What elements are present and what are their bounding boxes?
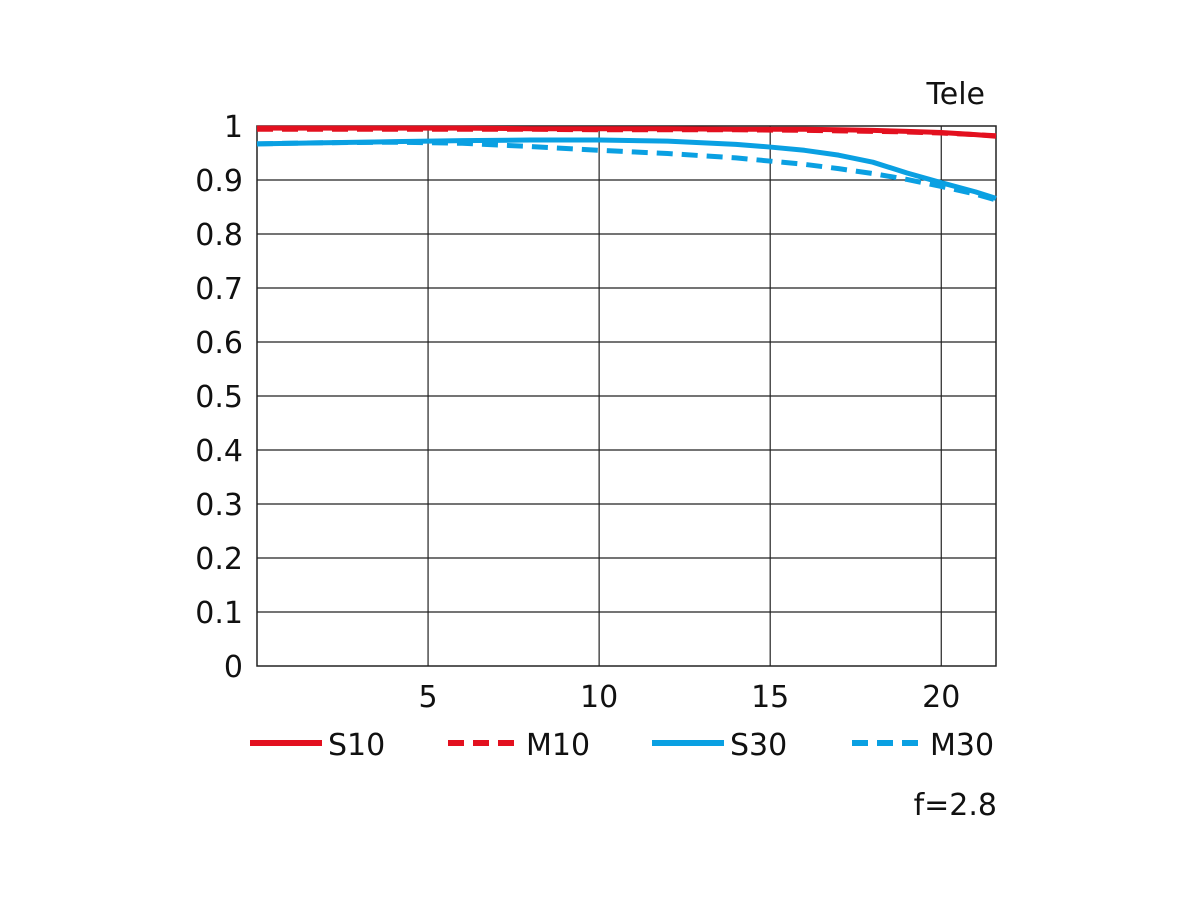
legend-label-m10: M10 — [526, 728, 590, 763]
chart-title: Tele — [926, 77, 985, 112]
y-tick-label: 0.5 — [195, 380, 243, 415]
y-tick-label: 0.3 — [195, 488, 243, 523]
x-tick-label: 20 — [922, 680, 960, 715]
grid-layer — [256, 125, 997, 667]
y-tick-label: 0.7 — [195, 272, 243, 307]
legend-label-s10: S10 — [328, 728, 385, 763]
y-tick-label: 0.4 — [195, 434, 243, 469]
y-tick-label: 1 — [224, 110, 243, 145]
y-tick-label: 0.6 — [195, 326, 243, 361]
legend-label-m30: M30 — [930, 728, 994, 763]
x-tick-label: 15 — [751, 680, 789, 715]
x-tick-label: 10 — [580, 680, 618, 715]
y-tick-label: 0.2 — [195, 542, 243, 577]
y-tick-label: 0.9 — [195, 164, 243, 199]
series-line-m10 — [257, 126, 997, 139]
series-layer — [256, 125, 997, 203]
y-tick-label: 0.1 — [195, 596, 243, 631]
legend: S10 M10 S30 M30 — [250, 728, 994, 763]
y-tick-label: 0 — [224, 650, 243, 685]
aperture-label: f=2.8 — [914, 788, 997, 823]
x-tick-label: 5 — [419, 680, 438, 715]
y-tick-label: 0.8 — [195, 218, 243, 253]
series-line-s30 — [256, 137, 997, 201]
series-line-m30 — [256, 139, 997, 203]
legend-label-s30: S30 — [730, 728, 787, 763]
axis-label-layer: 00.10.20.30.40.50.60.70.80.915 10 15 20 — [195, 110, 960, 715]
